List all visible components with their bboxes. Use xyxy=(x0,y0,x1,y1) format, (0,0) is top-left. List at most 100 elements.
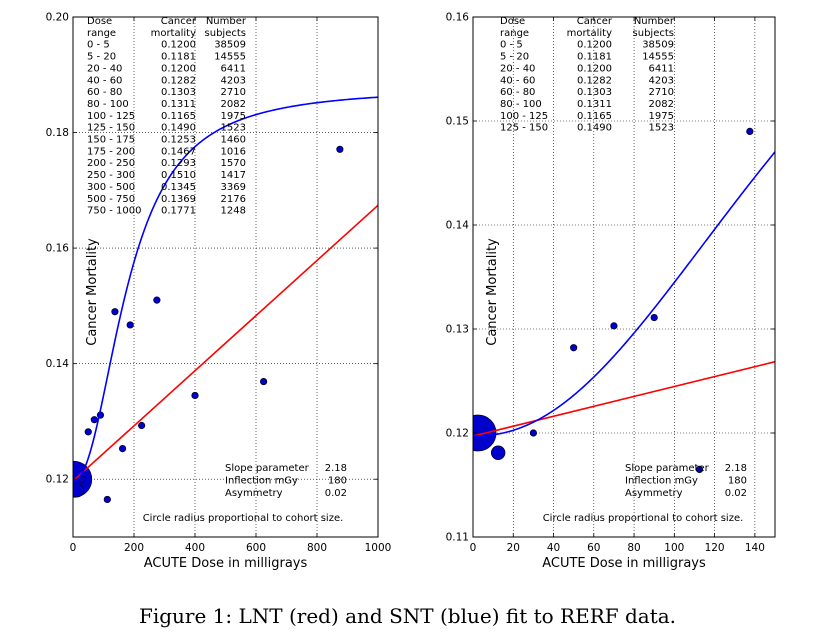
x-tick-label: 120 xyxy=(705,542,725,554)
table-cell: 0.1490 xyxy=(161,123,196,134)
x-tick-label: 20 xyxy=(507,542,520,554)
table-cell: 2082 xyxy=(649,99,674,110)
table-cell: 20 - 40 xyxy=(500,63,535,74)
data-point xyxy=(78,475,86,483)
param-label: Asymmetry xyxy=(625,488,683,499)
table-cell: 1016 xyxy=(221,146,246,157)
chart-panel-1: 0 200 400 600 800 1000 0.12 0.14 0.16 0.18 0.20 ACU… xyxy=(46,12,392,572)
table-header: Dose xyxy=(87,16,112,27)
table-cell: 0.1181 xyxy=(161,52,196,63)
figure: 0 200 400 600 800 10000.120.140.160.180.20ACU… xyxy=(46,12,776,572)
x-tick-label: 40 xyxy=(547,542,560,554)
param-label: Slope parameter xyxy=(225,463,310,474)
table-cell: 40 - 60 xyxy=(500,75,535,86)
table-cell: 5 - 20 xyxy=(87,52,116,63)
table-cell: 0.1282 xyxy=(577,75,612,86)
table-cell: 38509 xyxy=(214,40,246,51)
table-cell: 0.1253 xyxy=(161,135,196,146)
param-label: Inflection mGy xyxy=(625,476,698,487)
x-tick-label: 1000 xyxy=(365,542,392,554)
y-tick-label: 0.20 xyxy=(46,12,69,24)
param-value: 2.18 xyxy=(725,463,747,474)
table-cell: 175 - 200 xyxy=(87,146,135,157)
table-cell: 1460 xyxy=(221,135,246,146)
x-tick-label: 100 xyxy=(664,542,684,554)
table-cell: 0.1165 xyxy=(577,111,612,122)
table-cell: 80 - 100 xyxy=(500,99,542,110)
param-value: 2.18 xyxy=(325,463,347,474)
x-tick-label: 600 xyxy=(246,542,266,554)
table-header: Number xyxy=(634,16,675,27)
table-cell: 2710 xyxy=(649,87,674,98)
table-cell: 1248 xyxy=(221,206,246,217)
table-cell: 125 - 150 xyxy=(500,123,548,134)
y-tick-label: 0.16 xyxy=(46,243,70,255)
table-cell: 100 - 125 xyxy=(500,111,548,122)
table-cell: 0.1311 xyxy=(161,99,196,110)
data-point xyxy=(111,308,119,316)
lnt-fit-line xyxy=(473,360,775,437)
figure-caption: Figure 1: LNT (red) and SNT (blue) fit t… xyxy=(138,604,677,628)
y-tick-label: 0.14 xyxy=(446,220,470,232)
y-tick-label: 0.11 xyxy=(446,532,469,544)
param-value: 180 xyxy=(328,476,347,487)
data-point xyxy=(695,465,704,473)
y-tick-label: 0.12 xyxy=(46,474,69,486)
table-cell: 20 - 40 xyxy=(87,63,122,74)
table-cell: 80 - 100 xyxy=(87,99,129,110)
table-cell: 1523 xyxy=(221,123,246,134)
table-cell: 150 - 175 xyxy=(87,135,135,146)
table-header: range xyxy=(87,28,116,39)
table-cell: 0.1771 xyxy=(161,206,196,217)
data-point xyxy=(529,429,538,437)
table-cell: 0.1510 xyxy=(161,170,196,181)
table-cell: 0.1345 xyxy=(161,182,196,193)
table-cell: 2710 xyxy=(221,87,246,98)
table-cell: 0.1200 xyxy=(161,40,196,51)
param-label: Slope parameter xyxy=(625,463,710,474)
table-cell: 250 - 300 xyxy=(87,170,135,181)
table-cell: 3369 xyxy=(221,182,246,193)
table-cell: 0.1181 xyxy=(577,52,612,63)
data-point xyxy=(84,428,92,436)
table-cell: 125 - 150 xyxy=(87,123,135,134)
plot-area xyxy=(473,127,775,473)
table-cell: 100 - 125 xyxy=(87,111,135,122)
table-cell: 40 - 60 xyxy=(87,75,122,86)
data-point xyxy=(746,127,754,135)
data-point xyxy=(138,421,146,430)
table-cell: 0.1303 xyxy=(161,87,196,98)
data-point xyxy=(260,377,268,386)
table-cell: 1975 xyxy=(649,111,674,122)
table-cell: 60 - 80 xyxy=(500,87,535,98)
x-axis-label: ACUTE Dose in milligrays xyxy=(144,556,308,571)
snt-fit-curve xyxy=(473,151,775,437)
table-cell: 0.1490 xyxy=(577,123,612,134)
param-value: 0.02 xyxy=(725,488,747,499)
table-cell: 0.1200 xyxy=(577,40,612,51)
y-tick-label: 0.15 xyxy=(446,116,469,128)
data-point xyxy=(191,391,199,400)
table-cell: 0.1200 xyxy=(161,63,196,74)
table-cell: 0 - 5 xyxy=(87,40,110,51)
table-cell: 500 - 750 xyxy=(87,194,135,205)
data-point xyxy=(610,322,618,330)
plot-frame xyxy=(72,16,379,538)
table-cell: 0.1303 xyxy=(577,87,612,98)
table-cell: 0 - 5 xyxy=(500,40,523,51)
data-point xyxy=(73,482,85,498)
table-header: mortality xyxy=(151,28,196,39)
chart-panel-2: 0 20 40 60 80 100 120 140 0.11 0.12 0.13 0.14 0.15 0.… xyxy=(446,12,776,571)
lnt-fit-line xyxy=(73,204,378,482)
param-value: 0.02 xyxy=(325,488,347,499)
snt-fit-curve xyxy=(73,96,378,482)
table-cell: 1523 xyxy=(649,123,674,134)
param-label: Asymmetry xyxy=(225,488,283,499)
table-cell: 5 - 20 xyxy=(500,52,529,63)
plot-frame xyxy=(472,16,776,538)
x-tick-label: 60 xyxy=(587,542,600,554)
table-cell: 0.1369 xyxy=(161,194,196,205)
data-point xyxy=(103,495,111,504)
table-cell: 4203 xyxy=(649,75,674,86)
y-axis-label: Cancer Mortality xyxy=(85,238,100,346)
